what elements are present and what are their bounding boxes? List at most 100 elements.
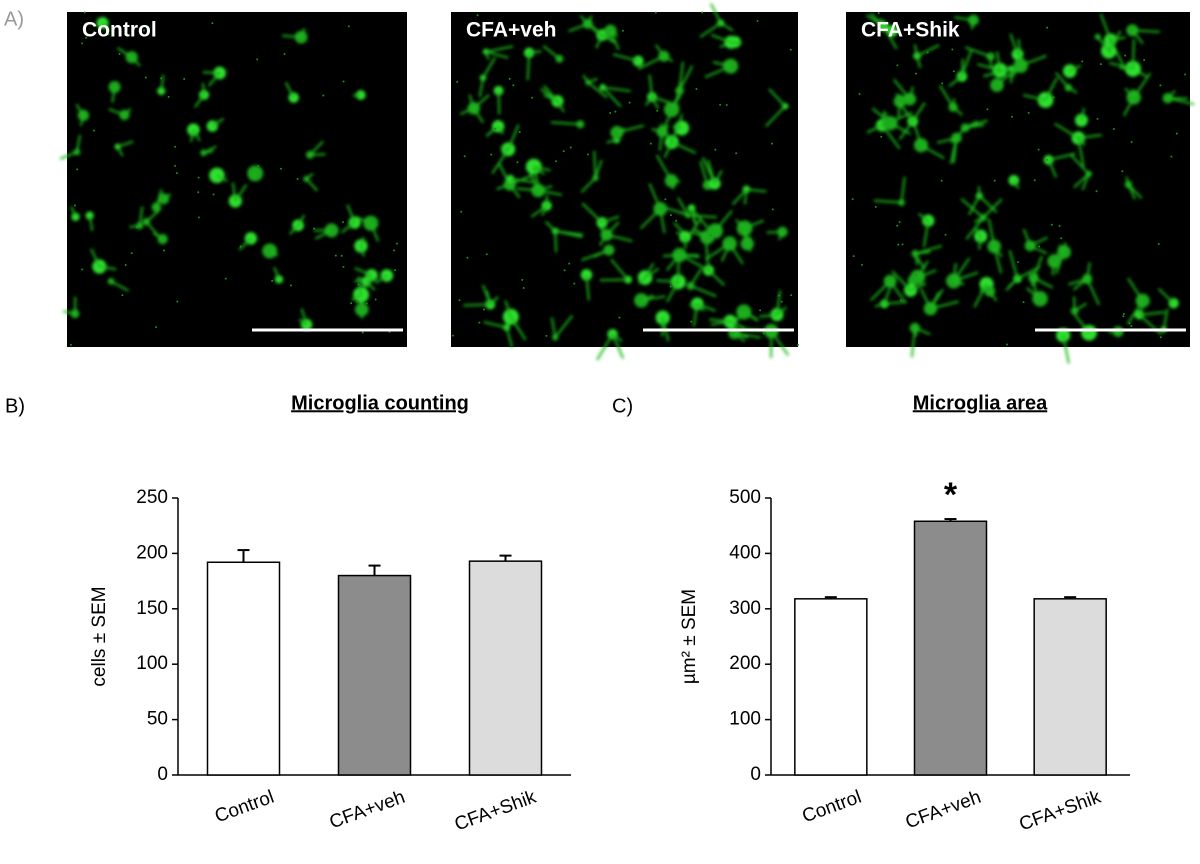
cell-process [207,72,221,87]
cell-process [1077,137,1085,167]
speck [1081,60,1084,63]
cell-process [678,65,694,92]
cell-process [900,176,906,203]
cell-process [731,188,748,206]
cell-process [729,320,746,329]
speck [163,249,166,252]
speck [1121,170,1124,173]
cell-process [605,221,620,236]
cell-process [365,281,376,291]
cell-process [661,124,670,133]
cell-process [483,320,507,329]
cell-process [485,51,490,60]
cell-process [638,276,646,285]
speck [365,302,368,305]
cell-process [1074,302,1088,312]
speck [1060,237,1063,240]
cell-process [504,300,512,318]
cell-process [599,278,629,282]
cell-process [920,288,932,310]
speck [778,294,781,297]
speck [1128,322,1131,325]
cell-process [709,318,731,323]
speck [518,131,521,134]
cell-process [651,96,660,110]
cell-process [1029,236,1049,247]
speck [76,168,79,171]
cell-body [632,55,644,67]
y-tick-label: 200 [136,542,168,563]
speck [756,19,759,22]
speck [880,135,883,138]
cell-process [1009,33,1019,55]
cell-process [960,198,984,219]
cell-process [993,246,1003,274]
cell-process [610,258,629,281]
speck [340,254,343,257]
x-tick-label: Control [800,787,865,828]
cell-process [1108,61,1134,70]
y-tick-label: 100 [136,653,168,674]
cell-body [324,223,339,238]
cell-process [865,14,884,28]
cell-process [155,189,163,208]
speck [851,198,854,201]
speck [476,14,479,17]
cell-process [913,44,919,57]
cell-process [510,177,536,184]
cell-process [936,137,957,144]
cell-process [374,274,388,285]
micrograph-background [67,12,407,347]
panel-label: C) [612,395,633,417]
speck [789,48,792,51]
cell-process [916,55,922,69]
cell-process [644,96,653,106]
cell-process [720,22,734,32]
cell-process [699,160,709,186]
cell-process [714,209,733,232]
cell-process [908,86,914,100]
speck [990,295,993,298]
cell-process [528,171,540,191]
cell-process [989,56,993,68]
cell-process [1131,29,1144,45]
speck [858,92,861,95]
cell-process [960,50,973,77]
speck [494,127,497,130]
cell-process [744,219,765,230]
cell-process [659,123,673,143]
cell-process [238,237,252,251]
cell-process [354,267,373,277]
cell-process [1080,107,1085,121]
speck [463,155,466,158]
cell-process [678,61,684,91]
cell-process [556,100,565,113]
speck [941,82,944,85]
speck [289,284,292,287]
cell-process [1005,278,1019,292]
cell-process [743,311,758,320]
cell-body [353,286,370,303]
cell-process [918,212,929,222]
cell-process [526,52,531,81]
cell-process [897,101,901,117]
cell-process [1127,277,1144,302]
speck [709,234,712,237]
speck [899,299,902,302]
cell-process [1110,36,1126,41]
cell-process [353,274,372,283]
speck [690,320,693,323]
cell-process [131,56,141,67]
speck [395,242,398,245]
cell-process [671,141,697,154]
speck [618,316,621,319]
cell-process [505,327,514,348]
cell-process [709,3,722,24]
cell-process [593,150,597,178]
speck [926,51,929,54]
speck [1159,336,1162,339]
cell-process [459,107,475,115]
cell-process [656,279,679,283]
cell-process [70,206,77,218]
cell-process [1022,94,1046,101]
